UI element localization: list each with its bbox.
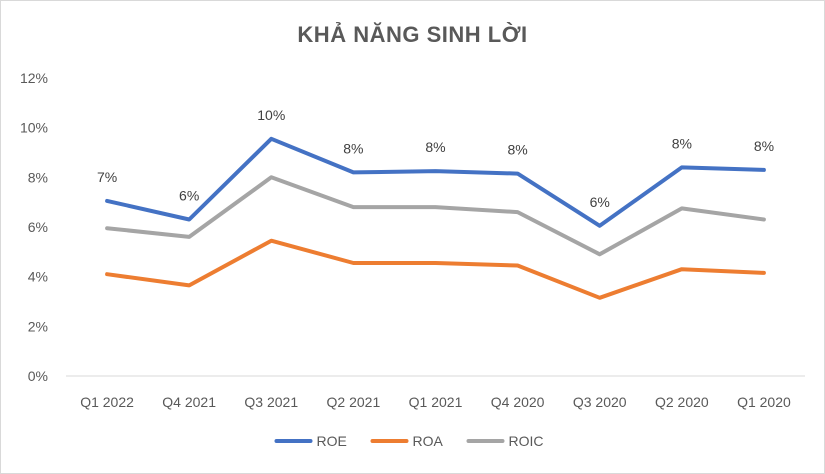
x-tick-label: Q2 2021: [327, 394, 381, 410]
axis-layer: 0% 2% 4% 6% 8% 10% 12% Q1 2022 Q4 2021 Q3 2021 Q2 …: [20, 70, 805, 410]
data-label: 8%: [425, 139, 445, 155]
y-tick-label: 0%: [28, 368, 48, 384]
x-tick-label: Q1 2020: [737, 394, 791, 410]
series-line-roic: [105, 175, 766, 257]
data-label: 10%: [257, 107, 285, 123]
y-tick-label: 12%: [20, 70, 48, 86]
data-label: 7%: [97, 169, 117, 185]
y-tick-label: 6%: [28, 219, 48, 235]
x-tick-label: Q4 2021: [162, 394, 216, 410]
x-tick-label: Q3 2021: [244, 394, 298, 410]
data-label: 8%: [507, 142, 527, 158]
legend: ROE ROA ROIC: [274, 433, 544, 449]
series-layer: [105, 136, 766, 300]
y-tick-label: 4%: [28, 269, 48, 285]
data-label: 8%: [672, 135, 692, 151]
legend-item-roic: ROIC: [466, 433, 544, 449]
data-label: 8%: [754, 138, 774, 154]
series-line-roe: [105, 136, 766, 228]
data-label: 6%: [590, 194, 610, 210]
x-tick-label: Q4 2020: [491, 394, 545, 410]
y-tick-label: 10%: [20, 120, 48, 136]
y-tick-label: 8%: [28, 169, 48, 185]
data-label-layer: 7% 6% 10% 8% 8% 8% 6% 8% 8%: [97, 107, 774, 210]
legend-label: ROE: [317, 433, 347, 449]
x-tick-label: Q3 2020: [573, 394, 627, 410]
x-tick-label: Q1 2022: [80, 394, 134, 410]
x-tick-label: Q2 2020: [655, 394, 709, 410]
data-label: 6%: [179, 188, 199, 204]
y-tick-label: 2%: [28, 318, 48, 334]
series-line-roa: [105, 238, 766, 300]
data-label: 8%: [343, 140, 363, 156]
legend-item-roa: ROA: [370, 433, 444, 449]
legend-item-roe: ROE: [274, 433, 347, 449]
legend-label: ROA: [413, 433, 444, 449]
chart-title: KHẢ NĂNG SINH LỜI: [297, 22, 528, 47]
x-tick-label: Q1 2021: [409, 394, 463, 410]
legend-label: ROIC: [509, 433, 544, 449]
